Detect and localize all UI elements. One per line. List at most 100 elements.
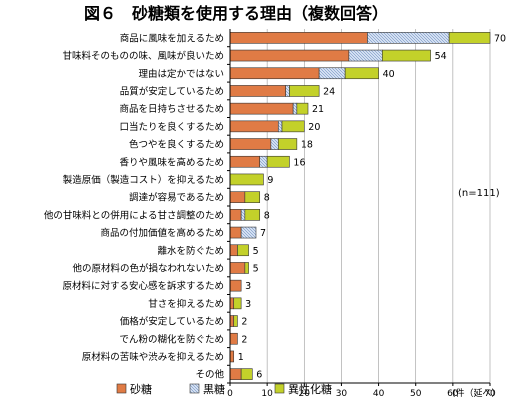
total-label: 3	[245, 299, 251, 310]
gridlines	[229, 29, 491, 386]
bar-segment	[229, 173, 264, 186]
chart-title: 図６ 砂糖類を使用する理由（複数回答）	[84, 4, 388, 23]
total-label: 9	[267, 175, 273, 186]
bar-segment	[344, 67, 379, 80]
legend-label: 砂糖	[130, 382, 152, 396]
x-tick-label: 0	[227, 389, 233, 399]
bar-segment	[292, 102, 298, 115]
category-label: 香りや風味を高めるため	[119, 156, 224, 168]
category-label: 理由は定かではない	[138, 68, 224, 80]
bar-segment	[266, 155, 290, 168]
bar-segment	[285, 85, 290, 97]
x-tick-label: 70	[484, 389, 496, 399]
category-label: 品質が安定しているため	[120, 85, 224, 97]
total-label: 5	[253, 263, 259, 274]
bar-segment	[348, 49, 383, 62]
category-label: 口当たりを良くするため	[119, 121, 224, 133]
category-label: その他	[195, 369, 224, 381]
legend-label: 黒糖	[203, 382, 225, 396]
total-label: 2	[241, 317, 247, 328]
sample-size-annotation: (n=111)	[458, 188, 500, 199]
x-tick-label: 60	[447, 389, 459, 399]
x-tick-label: 10	[261, 389, 273, 399]
category-label: 甘味料そのものの味、風味が良いため	[62, 50, 224, 62]
category-label: 原材料の苦味や渋みを抑えるため	[82, 351, 224, 363]
bar-segment	[244, 209, 261, 221]
bar-segment	[229, 368, 242, 380]
bar-segment	[289, 85, 320, 97]
bar-segment	[229, 191, 246, 203]
total-label: 5	[253, 246, 259, 257]
category-label: 離水を防ぐため	[157, 245, 224, 257]
category-label: 商品を日持ちさせるため	[119, 103, 224, 115]
total-label: 20	[308, 122, 320, 133]
category-label: 商品の付加価値を高めるため	[100, 227, 224, 239]
total-label: 18	[301, 140, 313, 151]
legend-label: 異性化糖	[288, 382, 332, 396]
legend: 砂糖 黒糖 異性化糖	[116, 382, 332, 396]
bar-segment	[237, 244, 249, 257]
category-label: 商品に風味を加えるため	[120, 32, 224, 44]
x-axis-unit: (件（延べ）	[452, 387, 501, 399]
category-label: 原材料に対する安心感を訴求するため	[62, 280, 224, 292]
bar-segment	[229, 279, 242, 292]
bar-segment	[244, 262, 249, 274]
bar-segment	[229, 315, 235, 327]
bar-segment	[233, 297, 242, 310]
bar-segment	[277, 120, 283, 133]
bar-segment	[318, 67, 346, 80]
total-label: 3	[245, 281, 251, 292]
bar-segment	[229, 85, 287, 97]
bar-segment	[229, 67, 320, 80]
bar-segment	[448, 32, 491, 44]
x-tick-label: 30	[336, 389, 348, 399]
total-label: 1	[238, 352, 244, 363]
total-label: 24	[323, 86, 335, 97]
bar-segment	[229, 262, 246, 274]
total-label: 70	[494, 33, 506, 44]
category-label: 他の原材料の色が損なわれないため	[72, 262, 224, 274]
x-tick-label: 20	[299, 389, 311, 399]
bar-segment	[229, 226, 242, 239]
category-labels: 商品に風味を加えるため甘味料そのものの味、風味が良いため理由は定かではない品質が…	[44, 32, 225, 380]
category-label: 他の甘味料との併用による甘さ調整のため	[44, 209, 224, 221]
total-label: 21	[312, 104, 324, 115]
total-label: 16	[293, 157, 305, 168]
bar-segment	[229, 138, 272, 150]
bar-segment	[259, 155, 268, 168]
bar-segment	[281, 120, 305, 133]
category-label: 価格が安定しているため	[120, 316, 224, 328]
bar-segment	[229, 297, 235, 310]
bar-segment	[229, 155, 261, 168]
x-tick-labels: 0 10 20 30 40 50 60 70	[227, 389, 496, 399]
bar-segment	[277, 138, 298, 150]
total-label: 54	[435, 51, 447, 62]
category-label: 調達が容易であるため	[129, 192, 224, 204]
category-label: でん粉の糊化を防ぐため	[119, 333, 224, 345]
bar-segment	[229, 32, 368, 44]
total-label: 8	[264, 193, 270, 204]
bar-segment	[229, 120, 279, 133]
x-tick-label: 40	[373, 389, 385, 399]
x-tick-label: 50	[410, 389, 422, 399]
category-label: 色つやを良くするため	[129, 139, 224, 151]
total-label: 7	[260, 228, 266, 239]
bar-segment	[229, 49, 350, 62]
bar-segment	[229, 332, 238, 345]
bar-segment	[270, 138, 279, 150]
total-label: 8	[264, 210, 270, 221]
bar-segment	[229, 209, 242, 221]
bar-segment	[229, 350, 235, 363]
bars	[227, 32, 491, 384]
legend-swatch	[189, 383, 200, 394]
bar-segment	[233, 315, 238, 327]
total-label: 6	[256, 370, 262, 381]
bar-segment	[229, 244, 238, 257]
legend-swatch	[116, 383, 127, 394]
bar-segment	[240, 226, 257, 239]
bar-segment	[381, 49, 431, 62]
bar-segment	[240, 368, 253, 380]
legend-swatch	[274, 383, 285, 394]
